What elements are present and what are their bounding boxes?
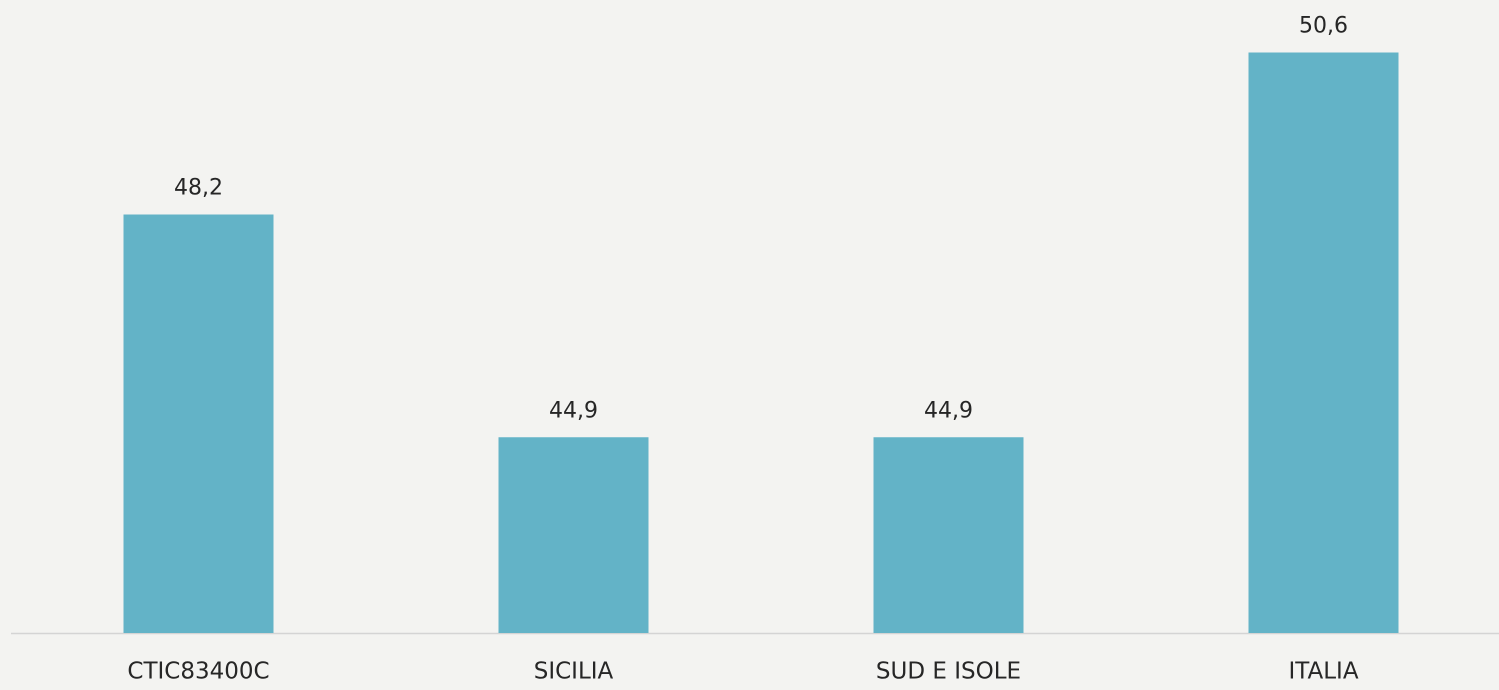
x-tick-label: SUD E ISOLE	[876, 659, 1021, 685]
data-label: 50,6	[1299, 14, 1348, 39]
bar	[123, 214, 274, 633]
x-tick-label: SICILIA	[534, 659, 614, 685]
bar	[1248, 52, 1399, 633]
data-label: 44,9	[549, 398, 598, 423]
bar	[498, 437, 649, 633]
data-label: 48,2	[174, 176, 223, 201]
x-tick-label: ITALIA	[1288, 659, 1358, 685]
x-tick-label: CTIC83400C	[127, 659, 269, 685]
bar	[873, 437, 1024, 633]
data-label: 44,9	[924, 398, 973, 423]
